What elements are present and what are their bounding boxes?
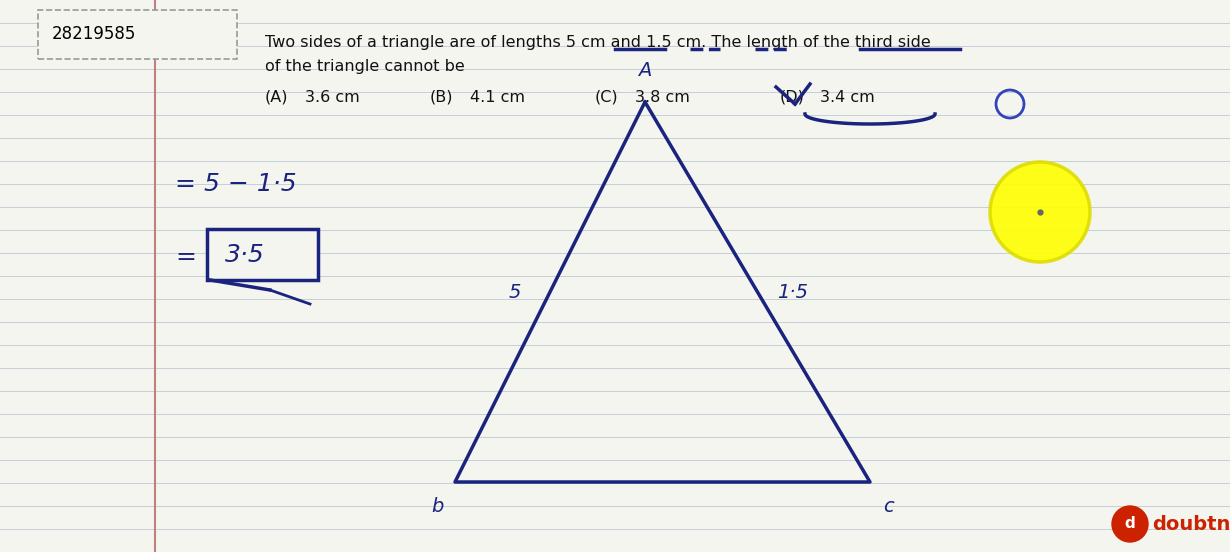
Text: A: A (638, 61, 652, 80)
FancyBboxPatch shape (207, 229, 319, 280)
Text: 28219585: 28219585 (52, 25, 137, 43)
Text: 4.1 cm: 4.1 cm (470, 89, 525, 104)
Text: b: b (430, 497, 443, 516)
Text: d: d (1124, 517, 1135, 532)
Text: 5: 5 (509, 283, 522, 301)
Text: (B): (B) (430, 89, 454, 104)
Text: 3.8 cm: 3.8 cm (635, 89, 690, 104)
FancyBboxPatch shape (38, 10, 237, 59)
Text: (D): (D) (780, 89, 804, 104)
Text: =: = (175, 245, 196, 269)
Text: Two sides of a triangle are of lengths 5 cm and 1.5 cm. The length of the third : Two sides of a triangle are of lengths 5… (264, 34, 931, 50)
Circle shape (1112, 506, 1148, 542)
Text: (C): (C) (595, 89, 619, 104)
Text: 3.6 cm: 3.6 cm (305, 89, 359, 104)
Text: of the triangle cannot be: of the triangle cannot be (264, 60, 465, 75)
Text: = 5 − 1·5: = 5 − 1·5 (175, 172, 296, 196)
Text: 3·5: 3·5 (225, 243, 264, 267)
Text: c: c (883, 497, 893, 516)
Text: 3.4 cm: 3.4 cm (820, 89, 875, 104)
Circle shape (990, 162, 1090, 262)
Text: 1·5: 1·5 (777, 283, 808, 301)
Text: doubtnut: doubtnut (1153, 514, 1230, 533)
Text: (A): (A) (264, 89, 289, 104)
